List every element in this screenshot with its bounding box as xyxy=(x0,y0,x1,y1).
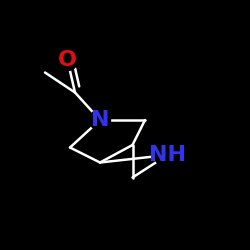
Circle shape xyxy=(57,50,78,70)
Text: NH: NH xyxy=(149,145,186,165)
Text: N: N xyxy=(91,110,109,130)
Text: O: O xyxy=(58,50,77,70)
Circle shape xyxy=(154,142,180,168)
Circle shape xyxy=(90,110,110,130)
